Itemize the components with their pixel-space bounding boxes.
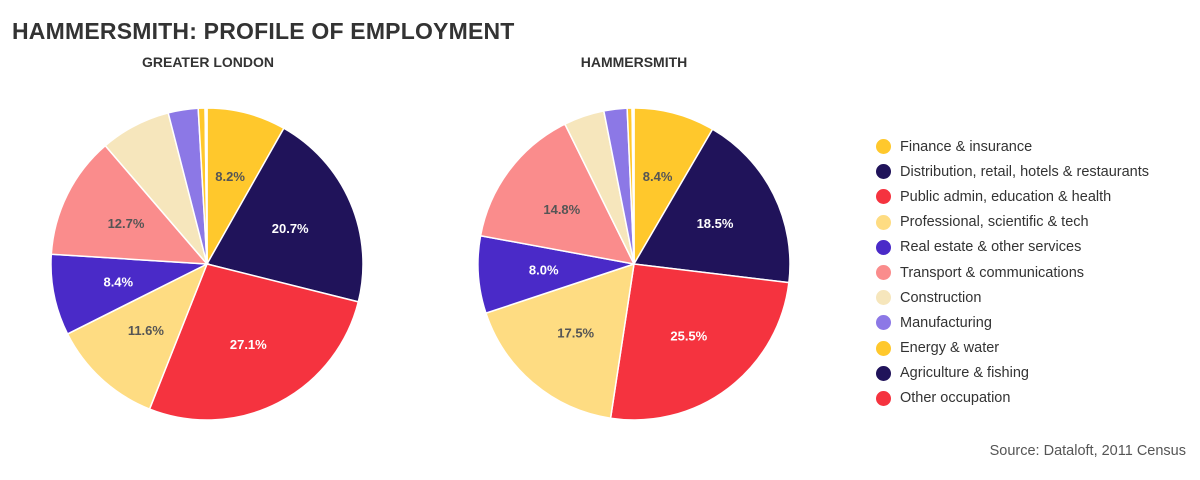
legend-item: Other occupation <box>876 386 1149 411</box>
pie-slice-greater-london-10 <box>206 108 207 264</box>
legend-label: Construction <box>900 290 981 306</box>
legend-swatch <box>876 164 891 179</box>
legend-item: Public admin, education & health <box>876 184 1149 209</box>
legend-swatch <box>876 341 891 356</box>
legend-swatch <box>876 240 891 255</box>
legend-item: Manufacturing <box>876 310 1149 335</box>
legend-label: Finance & insurance <box>900 139 1032 155</box>
legend-item: Distribution, retail, hotels & restauran… <box>876 159 1149 184</box>
legend: Finance & insurance Distribution, retail,… <box>876 134 1149 411</box>
legend-swatch <box>876 265 891 280</box>
legend-label: Transport & communications <box>900 265 1084 281</box>
slice-label-greater-london-1: 20.7% <box>272 221 309 236</box>
legend-item: Agriculture & fishing <box>876 361 1149 386</box>
pie-slice-hammersmith-10 <box>633 108 634 264</box>
slice-label-hammersmith-4: 8.0% <box>529 263 559 278</box>
legend-label: Public admin, education & health <box>900 189 1111 205</box>
legend-swatch <box>876 139 891 154</box>
slice-label-greater-london-0: 8.2% <box>215 169 245 184</box>
legend-label: Agriculture & fishing <box>900 365 1029 381</box>
legend-item: Real estate & other services <box>876 235 1149 260</box>
slice-label-hammersmith-1: 18.5% <box>697 216 734 231</box>
legend-label: Energy & water <box>900 340 999 356</box>
pie-charts: 8.2% 20.7% 27.1% 11.6% 8.4% 12.7% 8.4% 18.5% 25.… <box>0 0 860 480</box>
legend-item: Transport & communications <box>876 260 1149 285</box>
legend-swatch <box>876 290 891 305</box>
slice-label-hammersmith-2: 25.5% <box>670 329 707 344</box>
slice-label-hammersmith-3: 17.5% <box>557 326 594 341</box>
legend-label: Professional, scientific & tech <box>900 214 1089 230</box>
slice-label-hammersmith-5: 14.8% <box>543 202 580 217</box>
slice-label-greater-london-5: 12.7% <box>108 216 145 231</box>
legend-label: Real estate & other services <box>900 239 1081 255</box>
legend-item: Construction <box>876 285 1149 310</box>
legend-item: Professional, scientific & tech <box>876 210 1149 235</box>
legend-swatch <box>876 391 891 406</box>
legend-label: Other occupation <box>900 390 1010 406</box>
legend-label: Distribution, retail, hotels & restauran… <box>900 164 1149 180</box>
legend-label: Manufacturing <box>900 315 992 331</box>
legend-swatch <box>876 315 891 330</box>
legend-item: Finance & insurance <box>876 134 1149 159</box>
legend-swatch <box>876 189 891 204</box>
slice-label-hammersmith-0: 8.4% <box>643 169 673 184</box>
legend-item: Energy & water <box>876 336 1149 361</box>
legend-swatch <box>876 366 891 381</box>
slice-label-greater-london-4: 8.4% <box>103 275 133 290</box>
source-note: Source: Dataloft, 2011 Census <box>990 443 1186 459</box>
slice-label-greater-london-3: 11.6% <box>128 323 165 338</box>
legend-swatch <box>876 215 891 230</box>
slice-label-greater-london-2: 27.1% <box>230 337 267 352</box>
